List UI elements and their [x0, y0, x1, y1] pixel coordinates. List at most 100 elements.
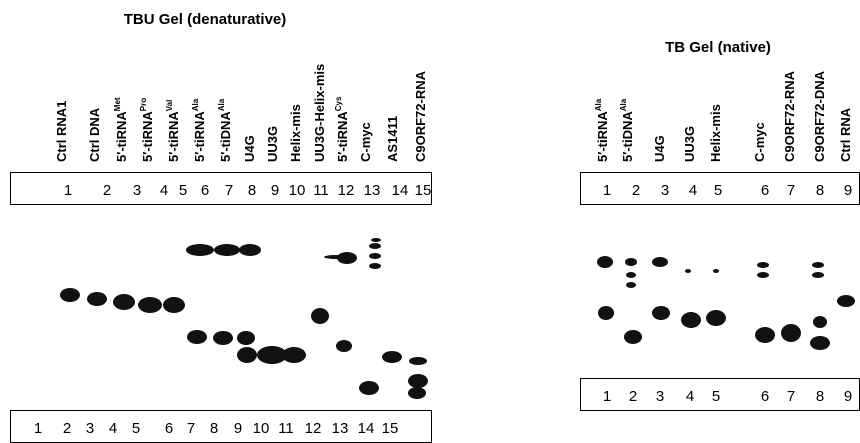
- lane-number: 3: [86, 420, 94, 437]
- gel-band: [625, 258, 637, 266]
- lane-label: AS1411: [385, 116, 400, 162]
- lane-label: Ctrl RNA: [838, 107, 853, 162]
- gel-band: [213, 331, 233, 345]
- gel-band: [408, 387, 426, 399]
- gel-band: [812, 262, 824, 268]
- lane-number: 5: [132, 420, 140, 437]
- lane-label: UU3G: [682, 126, 697, 162]
- lane-number: 7: [787, 182, 795, 199]
- lane-label-text: Ctrl RNA: [838, 107, 853, 162]
- gel-band: [187, 330, 207, 344]
- lane-number: 9: [844, 388, 852, 405]
- lane-label: 5′-tiRNAAla: [191, 98, 207, 162]
- lane-number: 9: [844, 182, 852, 199]
- lane-label-text: C-myc: [358, 122, 373, 162]
- lane-number: 1: [64, 182, 72, 199]
- lane-number: 5: [714, 182, 722, 199]
- lane-label-text: U4G: [242, 135, 257, 162]
- lane-label-text: 5′-tiRNA: [166, 111, 181, 162]
- lane-number: 8: [816, 182, 824, 199]
- lane-number: 1: [603, 182, 611, 199]
- lane-number: 3: [133, 182, 141, 199]
- gel-band: [324, 255, 348, 259]
- lane-label-text: C9ORF72-DNA: [812, 70, 827, 162]
- lane-number: 2: [63, 420, 71, 437]
- lane-label-text: C9ORF72-RNA: [413, 70, 428, 162]
- gel-band: [626, 282, 636, 288]
- gel-band: [681, 312, 701, 328]
- lane-number: 14: [392, 182, 409, 199]
- lane-label-sup: Ala: [619, 98, 628, 111]
- lane-label: Helix-mis: [288, 104, 303, 162]
- lane-label: 5′-tiRNAPro: [139, 98, 155, 162]
- lane-label: 5′-tiDNAAla: [217, 98, 233, 162]
- lane-label-text: C9ORF72-RNA: [782, 70, 797, 162]
- lane-number: 6: [201, 182, 209, 199]
- gel-band: [810, 336, 830, 350]
- right-title: TB Gel (native): [665, 39, 771, 56]
- lane-label: UU3G: [265, 126, 280, 162]
- lane-label: Ctrl DNA: [87, 107, 102, 162]
- lane-label-text: UU3G-Helix-mis: [312, 64, 327, 162]
- lane-label-text: 5′-tiRNA: [192, 111, 207, 162]
- lane-number: 1: [603, 388, 611, 405]
- gel-band: [186, 244, 214, 256]
- gel-band: [409, 357, 427, 365]
- lane-label: C-myc: [752, 122, 767, 162]
- lane-label: U4G: [242, 135, 257, 162]
- lane-label-text: 5′-tiDNA: [218, 111, 233, 162]
- gel-band: [685, 269, 691, 273]
- lane-number: 3: [661, 182, 669, 199]
- gel-band: [311, 308, 329, 324]
- gel-band: [408, 374, 428, 388]
- gel-band: [652, 306, 670, 320]
- lane-number: 6: [165, 420, 173, 437]
- lane-number: 12: [338, 182, 355, 199]
- gel-band: [757, 262, 769, 268]
- lane-number: 13: [332, 420, 349, 437]
- lane-label: C9ORF72-DNA: [812, 70, 827, 162]
- gel-band: [757, 272, 769, 278]
- lane-label-text: 5′-tiRNA: [595, 111, 610, 162]
- lane-number: 6: [761, 182, 769, 199]
- lane-number: 1: [34, 420, 42, 437]
- gel-band: [237, 347, 257, 363]
- gel-band: [812, 272, 824, 278]
- gel-band: [706, 310, 726, 326]
- lane-number: 4: [689, 182, 697, 199]
- lane-number: 4: [160, 182, 168, 199]
- lane-number: 11: [313, 182, 329, 199]
- lane-number: 7: [187, 420, 195, 437]
- lane-label: 5′-tiRNAVal: [165, 100, 181, 162]
- gel-figure: TBU Gel (denaturative) TB Gel (native) C…: [0, 0, 860, 443]
- lane-label-text: Ctrl DNA: [87, 107, 102, 162]
- lane-number: 8: [248, 182, 256, 199]
- gel-band: [60, 288, 80, 302]
- lane-number: 9: [234, 420, 242, 437]
- lane-label-sup: Pro: [139, 98, 148, 111]
- lane-number: 8: [816, 388, 824, 405]
- lane-label: UU3G-Helix-mis: [312, 64, 327, 162]
- lane-label: C-myc: [358, 122, 373, 162]
- lane-label-text: UU3G: [265, 126, 280, 162]
- lane-number: 2: [629, 388, 637, 405]
- lane-number: 3: [656, 388, 664, 405]
- lane-number: 10: [253, 420, 270, 437]
- gel-band: [755, 327, 775, 343]
- gel-band: [713, 269, 719, 273]
- gel-band: [359, 381, 379, 395]
- gel-band: [336, 340, 352, 352]
- lane-label-text: AS1411: [385, 116, 400, 162]
- lane-number: 2: [632, 182, 640, 199]
- lane-label-sup: Val: [165, 100, 174, 112]
- lane-number: 8: [210, 420, 218, 437]
- lane-number: 2: [103, 182, 111, 199]
- lane-label-sup: Ala: [191, 98, 200, 111]
- gel-band: [652, 257, 668, 267]
- lane-label: 5′-tiRNAMet: [113, 97, 129, 162]
- lane-label-sup: Ala: [594, 98, 603, 111]
- lane-number: 7: [787, 388, 795, 405]
- gel-band: [369, 253, 381, 259]
- gel-band: [138, 297, 162, 313]
- lane-number: 6: [761, 388, 769, 405]
